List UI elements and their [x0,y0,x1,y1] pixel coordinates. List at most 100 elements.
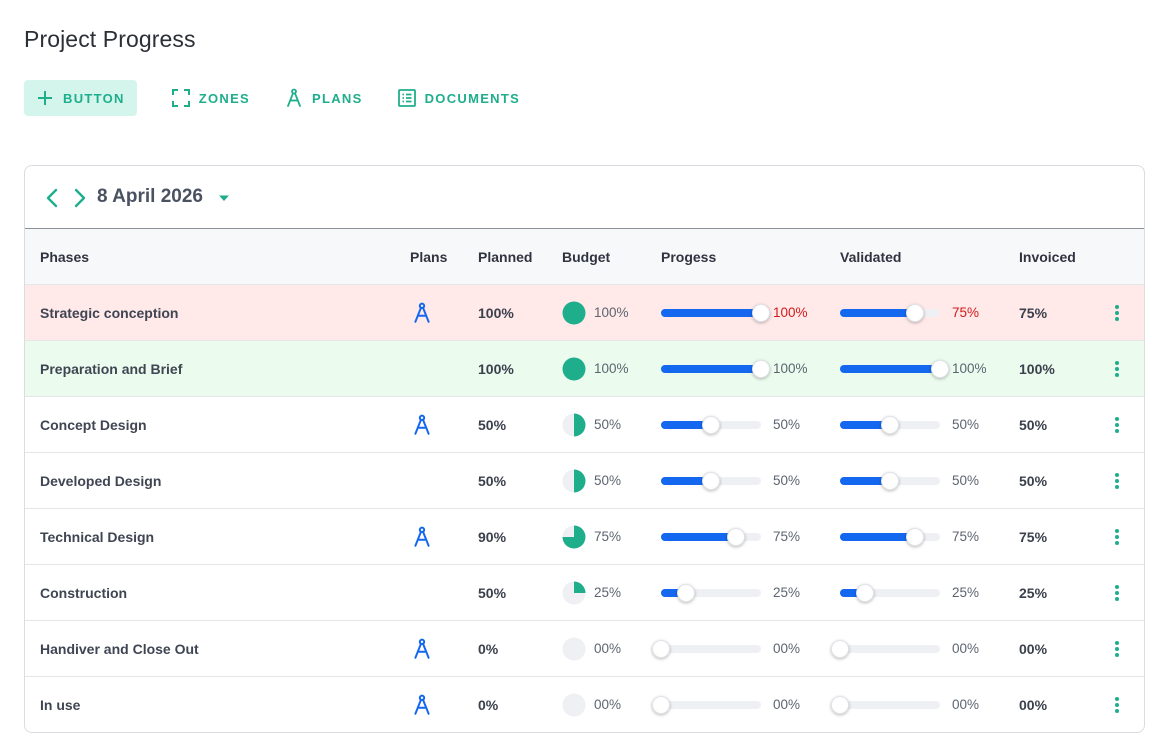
budget-pie-icon [562,469,586,493]
invoiced-value: 00% [1019,641,1048,657]
row-menu-icon[interactable] [1111,471,1123,491]
progress-slider-thumb[interactable] [702,416,720,434]
progress-value: 100% [773,305,808,320]
row-menu-icon[interactable] [1111,415,1123,435]
plan-compass-icon[interactable] [413,302,431,324]
progress-value: 25% [773,585,801,600]
phase-name: Preparation and Brief [40,361,183,377]
zones-button[interactable]: ZONES [159,80,262,116]
validated-slider-thumb[interactable] [831,640,849,658]
progress-slider[interactable] [661,415,761,435]
progress-slider[interactable] [661,583,761,603]
table-row[interactable]: Handiver and Close Out 0% 00% 00% 00% 00% [25,621,1144,677]
validated-slider[interactable] [831,695,940,715]
table-row[interactable]: Preparation and Brief 100% 100% 100% 100% 100… [25,341,1144,397]
zones-icon [171,88,191,108]
table-row[interactable]: Technical Design 90% 75% 75% 75% 75% [25,509,1144,565]
add-button-label: BUTTON [63,90,125,106]
table-row[interactable]: Strategic conception 100% 100% 100% 75% 75% [25,285,1144,341]
validated-slider[interactable] [840,471,940,491]
validated-slider[interactable] [840,527,940,547]
validated-slider[interactable] [840,303,940,323]
validated-slider-thumb[interactable] [931,360,949,378]
table-row[interactable]: Developed Design 50% 50% 50% 50% 50% [25,453,1144,509]
table-row[interactable]: Concept Design 50% 50% 50% 50% 50% [25,397,1144,453]
documents-button-label: DOCUMENTS [424,90,521,106]
phase-name: Construction [40,585,128,601]
previous-date-button[interactable] [43,187,61,209]
validated-value: 00% [952,697,980,712]
progress-slider-thumb[interactable] [652,696,670,714]
validated-slider[interactable] [831,639,940,659]
validated-slider-thumb[interactable] [831,696,849,714]
validated-slider-thumb[interactable] [856,584,874,602]
budget-value: 100% [594,361,629,376]
validated-value: 00% [952,641,980,656]
progress-slider-thumb[interactable] [752,304,770,322]
plans-button-label: PLANS [312,90,363,106]
table-row[interactable]: Construction 50% 25% 25% 25% 25% [25,565,1144,621]
date-navigator: 8 April 2026 [25,166,1144,229]
progress-slider[interactable] [652,639,761,659]
row-menu-icon[interactable] [1111,695,1123,715]
budget-pie-icon [562,581,586,605]
column-header-planned: Planned [478,249,533,265]
validated-slider[interactable] [840,583,940,603]
progress-slider-thumb[interactable] [727,528,745,546]
progress-slider-thumb[interactable] [702,472,720,490]
plan-compass-icon[interactable] [413,638,431,660]
caret-down-icon[interactable] [218,194,230,202]
plan-compass-icon[interactable] [413,526,431,548]
progress-slider-thumb[interactable] [677,584,695,602]
progress-slider-thumb[interactable] [752,360,770,378]
row-menu-icon[interactable] [1111,583,1123,603]
progress-slider[interactable] [652,695,761,715]
plus-icon [35,88,55,108]
progress-slider-thumb[interactable] [652,640,670,658]
planned-value: 50% [478,585,507,601]
budget-value: 00% [594,641,622,656]
table-row[interactable]: In use 0% 00% 00% 00% 00% [25,677,1144,732]
validated-value: 25% [952,585,980,600]
row-menu-icon[interactable] [1111,303,1123,323]
next-date-button[interactable] [71,187,89,209]
budget-value: 50% [594,417,622,432]
row-menu-icon[interactable] [1111,639,1123,659]
budget-pie-icon [562,301,586,325]
column-header-progress: Progess [661,249,717,265]
document-list-icon [397,88,417,108]
table-body: Strategic conception 100% 100% 100% 75% 75% Pr… [25,285,1144,732]
planned-value: 100% [478,305,514,321]
progress-slider[interactable] [661,471,761,491]
validated-slider-thumb[interactable] [881,416,899,434]
validated-value: 50% [952,473,980,488]
add-button[interactable]: BUTTON [24,80,137,116]
planned-value: 0% [478,697,499,713]
chevron-right-icon [74,188,86,208]
row-menu-icon[interactable] [1111,359,1123,379]
documents-button[interactable]: DOCUMENTS [385,80,532,116]
current-date[interactable]: 8 April 2026 [97,186,203,207]
plan-compass-icon[interactable] [413,414,431,436]
phase-name: Concept Design [40,417,147,433]
row-menu-icon[interactable] [1111,527,1123,547]
validated-slider-thumb[interactable] [881,472,899,490]
progress-slider[interactable] [661,527,761,547]
page-title: Project Progress [24,26,196,52]
planned-value: 50% [478,417,507,433]
toolbar: BUTTON ZONES PLANS DOCUMENTS [24,80,542,116]
validated-slider[interactable] [840,415,940,435]
planned-value: 100% [478,361,514,377]
validated-value: 75% [952,305,980,320]
table-header: Phases Plans Planned Budget Progess Vali… [25,229,1144,285]
validated-slider[interactable] [840,359,949,379]
phase-name: In use [40,697,81,713]
plans-button[interactable]: PLANS [272,80,375,116]
validated-slider-thumb[interactable] [906,528,924,546]
budget-value: 100% [594,305,629,320]
plan-compass-icon[interactable] [413,694,431,716]
progress-slider[interactable] [661,303,770,323]
progress-slider[interactable] [661,359,770,379]
validated-slider-thumb[interactable] [906,304,924,322]
invoiced-value: 25% [1019,585,1048,601]
